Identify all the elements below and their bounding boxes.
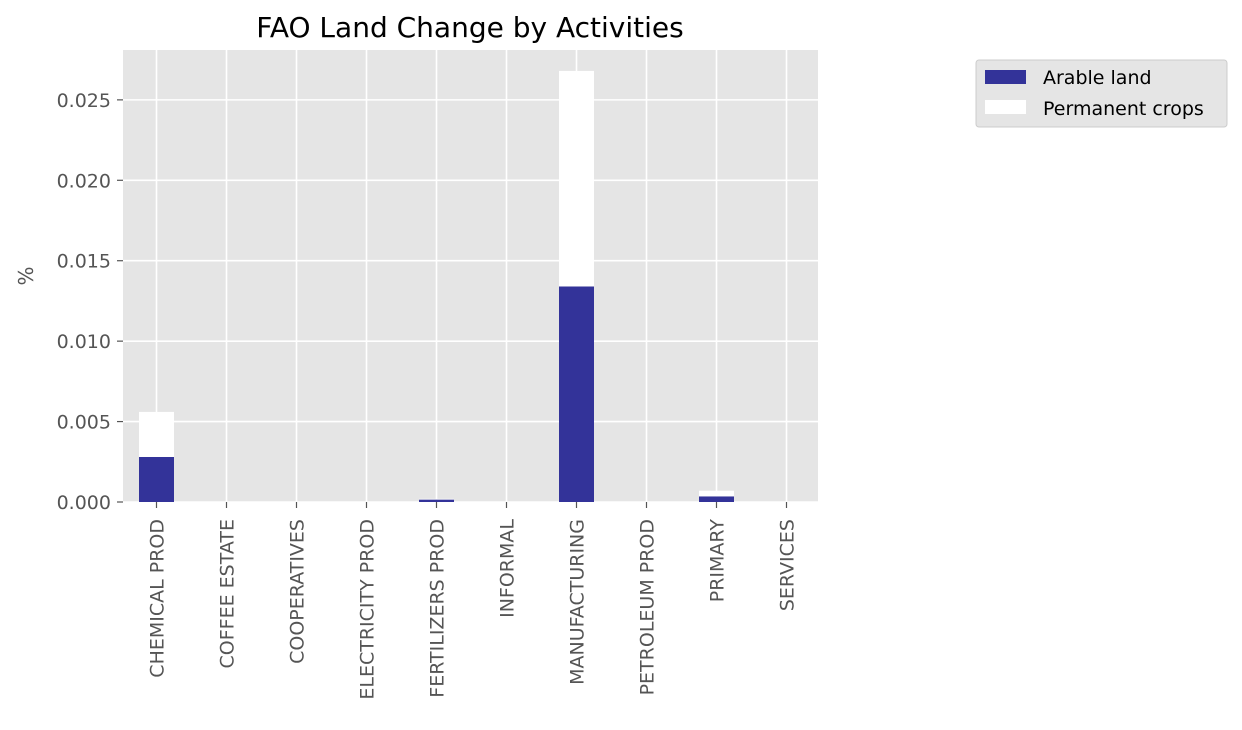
bar-arable-land	[559, 286, 594, 502]
x-tick-label: CHEMICAL PROD	[147, 519, 169, 678]
legend-swatch-arable-land	[985, 70, 1026, 84]
legend-label-arable-land: Arable land	[1043, 67, 1152, 89]
plot-area	[123, 50, 818, 502]
y-axis-label: %	[14, 266, 38, 285]
bar-permanent-crops	[419, 498, 454, 500]
y-tick-label: 0.005	[57, 412, 111, 434]
bar-permanent-crops	[139, 411, 174, 457]
grid	[123, 50, 818, 503]
x-tick-labels: CHEMICAL PROD COFFEE ESTATE COOPERATIVES EL…	[147, 502, 799, 700]
y-tick-labels: 0.000 0.005 0.010 0.015 0.020 0.025	[57, 90, 123, 514]
y-tick-label: 0.000	[57, 492, 111, 514]
x-tick-label: PETROLEUM PROD	[637, 519, 659, 695]
y-tick-label: 0.025	[57, 90, 111, 112]
x-tick-label: INFORMAL	[497, 519, 519, 618]
x-tick-label: SERVICES	[777, 519, 799, 611]
y-tick-label: 0.020	[57, 170, 111, 192]
y-tick-label: 0.010	[57, 331, 111, 353]
legend-box	[975, 59, 1228, 128]
bar-arable-land	[419, 499, 454, 502]
legend-swatch-permanent-crops	[985, 100, 1026, 114]
legend: Arable land Permanent crops	[975, 59, 1228, 128]
x-tick-label: COFFEE ESTATE	[217, 519, 239, 668]
bar-arable-land	[139, 456, 174, 502]
bar-permanent-crops	[699, 490, 734, 497]
legend-label-permanent-crops: Permanent crops	[1043, 98, 1204, 120]
x-tick-label: MANUFACTURING	[567, 519, 589, 685]
bars	[139, 70, 734, 502]
x-tick-label: PRIMARY	[707, 519, 729, 603]
x-tick-label: COOPERATIVES	[287, 519, 309, 664]
x-tick-label: FERTILIZERS PROD	[427, 519, 449, 698]
y-tick-label: 0.015	[57, 251, 111, 273]
x-tick-label: ELECTRICITY PROD	[357, 519, 379, 700]
bar-permanent-crops	[559, 70, 594, 287]
chart-title: FAO Land Change by Activities	[256, 11, 683, 44]
bar-arable-land	[699, 496, 734, 502]
